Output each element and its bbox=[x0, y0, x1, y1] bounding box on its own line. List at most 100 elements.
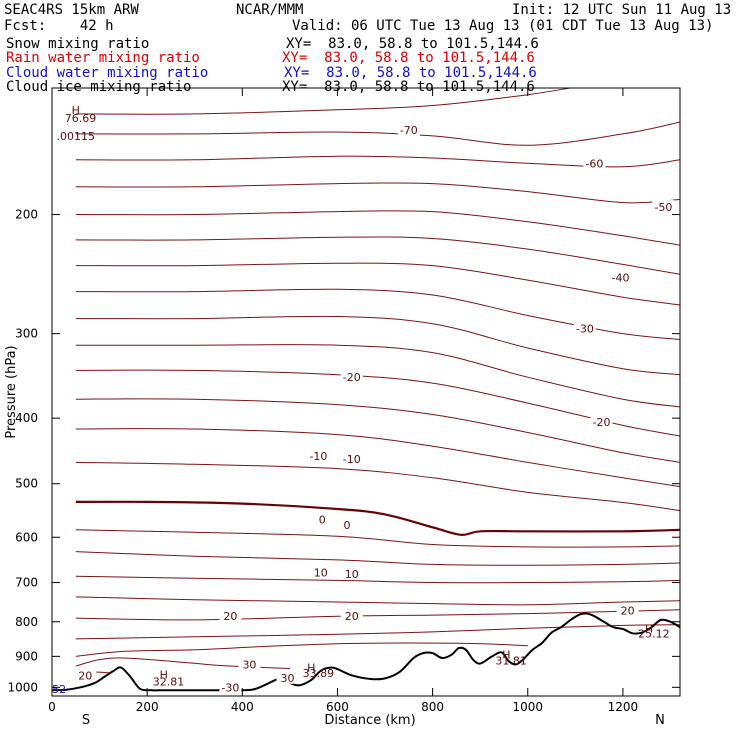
isotherm-line-21 bbox=[75, 642, 528, 657]
contour-label-bg bbox=[340, 567, 363, 581]
contour-label: -50 bbox=[654, 201, 672, 214]
contour-label: -10 bbox=[343, 453, 361, 466]
x-axis-label: Distance (km) bbox=[324, 713, 415, 728]
extrema-label: 52 bbox=[52, 683, 66, 696]
extrema-label: H bbox=[307, 662, 315, 675]
x-tick-label: 400 bbox=[231, 700, 254, 714]
contour-label: -30 bbox=[221, 681, 239, 694]
field-xy-cloud-water: XY= 83.0, 58.8 to 101.5,144.6 bbox=[284, 65, 537, 81]
field-label-snow: Snow mixing ratio bbox=[6, 36, 150, 52]
south-end-label: S bbox=[82, 713, 90, 728]
contour-label: -70 bbox=[400, 124, 418, 137]
x-tick-label: 800 bbox=[421, 700, 444, 714]
contour-label: -40 bbox=[612, 272, 630, 285]
y-tick-label: 400 bbox=[15, 411, 38, 425]
isotherm-line-8 bbox=[75, 315, 680, 376]
field-xy-snow: XY= 83.0, 58.8 to 101.5,144.6 bbox=[286, 36, 539, 52]
isotherm-line-14 bbox=[75, 500, 680, 536]
x-tick-label: 1000 bbox=[512, 700, 543, 714]
extrema-label: 31.81 bbox=[495, 654, 527, 667]
contour-label-bg bbox=[219, 609, 242, 623]
contour-label-bg bbox=[309, 565, 332, 579]
contour-label-bg bbox=[311, 512, 334, 526]
y-tick-label: 300 bbox=[15, 327, 38, 341]
field-xy-cloud-ice: XY= 83.0, 58.8 to 101.5,144.6 bbox=[282, 79, 535, 95]
y-tick-label: 200 bbox=[15, 208, 38, 222]
plot-frame bbox=[51, 87, 681, 697]
x-tick-label: 1200 bbox=[608, 700, 639, 714]
isotherm-line-12 bbox=[75, 428, 680, 488]
contour-label-bg bbox=[238, 657, 261, 671]
contour-label-bg bbox=[74, 668, 97, 682]
extrema-label: H bbox=[645, 622, 653, 635]
contour-label-bg bbox=[335, 517, 358, 531]
field-label-rain: Rain water mixing ratio bbox=[6, 50, 200, 66]
extrema-label: 32.81 bbox=[153, 675, 185, 688]
field-xy-rain: XY= 83.0, 58.8 to 101.5,144.6 bbox=[282, 50, 535, 66]
contour-label: -10 bbox=[309, 450, 327, 463]
extrema-label: .00115 bbox=[57, 130, 96, 143]
contour-label-bg bbox=[307, 449, 330, 463]
isotherm-line-13 bbox=[75, 461, 680, 512]
field-label-cloud-water: Cloud water mixing ratio bbox=[6, 65, 209, 81]
field-label-cloud-ice: Cloud ice mixing ratio bbox=[6, 79, 192, 95]
isotherm-line-15 bbox=[75, 529, 680, 548]
center-label: NCAR/MMM bbox=[236, 2, 304, 18]
contour-label: 20 bbox=[78, 669, 92, 682]
contour-label: 0 bbox=[319, 514, 326, 527]
contour-label-bg bbox=[616, 603, 639, 617]
contour-label: -20 bbox=[343, 371, 361, 384]
contour-label-bg bbox=[609, 270, 632, 284]
isotherm-line-18 bbox=[75, 596, 680, 606]
init-time: Init: 12 UTC Sun 11 Aug 13 bbox=[512, 2, 732, 18]
isotherm-line-20 bbox=[75, 624, 680, 640]
extrema-label: H bbox=[502, 649, 510, 662]
isotherm-line-1 bbox=[75, 121, 680, 146]
contour-label: 20 bbox=[345, 610, 359, 623]
isotherm-line-2 bbox=[75, 155, 680, 168]
isotherm-line-16 bbox=[75, 551, 680, 566]
extrema-label: 25.12 bbox=[638, 627, 670, 640]
isotherm-line-22 bbox=[75, 657, 290, 669]
y-tick-label: 900 bbox=[15, 649, 38, 663]
contour-label: -30 bbox=[576, 323, 594, 336]
isotherm-line-19 bbox=[75, 609, 680, 621]
contour-label-bg bbox=[397, 123, 420, 137]
extrema-label: H bbox=[160, 669, 168, 682]
y-tick-label: 800 bbox=[15, 615, 38, 629]
contour-label: -20 bbox=[593, 416, 611, 429]
contour-label: -60 bbox=[585, 157, 603, 170]
isotherm-line-9 bbox=[75, 344, 680, 408]
x-tick-label: 200 bbox=[136, 700, 159, 714]
y-tick-label: 500 bbox=[15, 477, 38, 491]
isotherm-line-4 bbox=[75, 210, 680, 246]
contour-label-bg bbox=[340, 609, 363, 623]
contour-label-bg bbox=[573, 321, 596, 335]
contour-label-bg bbox=[340, 370, 363, 384]
contour-label-bg bbox=[276, 670, 299, 684]
terrain-line bbox=[52, 612, 680, 692]
extrema-label: 33.89 bbox=[303, 667, 335, 680]
isotherm-line-0 bbox=[75, 88, 573, 115]
model-title: SEAC4RS 15km ARW bbox=[4, 2, 139, 18]
isotherm-line-7 bbox=[75, 288, 680, 340]
terrain-profile bbox=[52, 612, 680, 692]
y-tick-label: 1000 bbox=[7, 680, 38, 694]
contour-label-bg bbox=[583, 156, 606, 170]
contour-label: 30 bbox=[281, 672, 295, 685]
x-axis-ticks: 0 200 400 600 800 1000 1200 bbox=[48, 88, 638, 714]
isotherm-line-6 bbox=[75, 262, 680, 306]
contour-label-bg bbox=[219, 680, 242, 694]
contour-label: 10 bbox=[314, 566, 328, 579]
contour-label: 30 bbox=[242, 658, 256, 671]
x-tick-label: 600 bbox=[326, 700, 349, 714]
isotherm-line-10 bbox=[75, 369, 680, 437]
extrema-label: H bbox=[72, 104, 80, 117]
contour-labels: -70 -60 -50 -40 -30 -20 -20 -10 -10 0 0 10 10 20 20 20 3… bbox=[74, 123, 675, 694]
contour-label: 0 bbox=[343, 519, 350, 532]
x-tick-label: 0 bbox=[48, 700, 56, 714]
contour-label-bg bbox=[340, 452, 363, 466]
contour-label-bg bbox=[652, 200, 675, 214]
